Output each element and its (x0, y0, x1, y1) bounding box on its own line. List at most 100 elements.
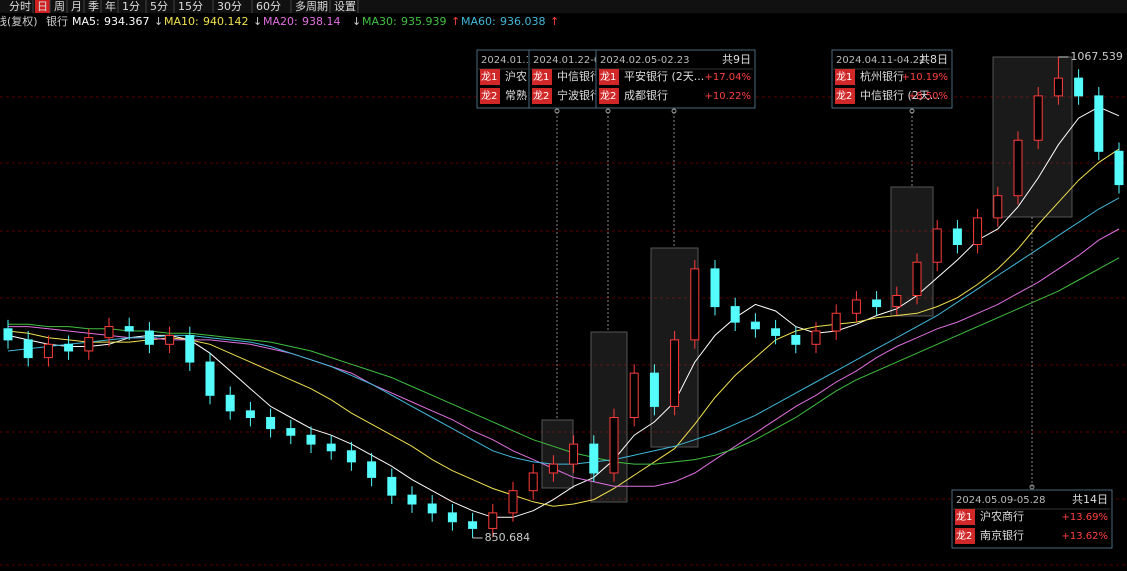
ma-value: 938.14 (302, 15, 341, 28)
candle-body (3, 328, 13, 341)
rank: 龙1 (533, 70, 549, 83)
candle-body (225, 394, 235, 412)
stock-name: 中信银行 (2天... (860, 88, 940, 102)
connector-dot (605, 108, 611, 114)
candle-body (407, 494, 417, 505)
candle-body (528, 472, 538, 492)
candle-body (306, 434, 316, 445)
connector-dot (671, 108, 677, 114)
toolbar-button[interactable]: 设置 (334, 0, 356, 13)
chart-title: 线(复权) (0, 14, 38, 28)
rank: 龙1 (836, 70, 852, 83)
toolbar-active (35, 0, 50, 13)
candle-body (811, 330, 821, 345)
toolbar-button[interactable]: 15分 (178, 0, 203, 13)
ma-label: MA10: (164, 15, 199, 28)
ma-label: MA20: (263, 15, 298, 28)
candle-body (750, 321, 760, 330)
zone (541, 419, 574, 489)
candle-body (670, 339, 680, 407)
candle-body (1013, 139, 1023, 197)
candle-body (286, 428, 296, 436)
highlight-zones (541, 56, 1073, 503)
toolbar-button[interactable]: 日 (37, 0, 48, 13)
change: +10.22% (704, 91, 751, 102)
rank-badge (599, 69, 619, 85)
rank: 龙2 (533, 89, 549, 102)
candle-body (649, 372, 659, 407)
candle-body (569, 443, 579, 465)
toolbar-button[interactable]: 1分 (122, 0, 140, 13)
candle-body (104, 326, 114, 339)
stock-name: 成都银行 (624, 88, 668, 102)
toolbar-button[interactable]: 多周期 (295, 0, 328, 13)
candle-body (791, 334, 801, 345)
candle-body (851, 299, 861, 314)
ma-trend: ↑ (451, 15, 460, 28)
change: +10.19% (901, 72, 948, 83)
candle-body (548, 463, 558, 474)
candle-body (1094, 95, 1104, 152)
ma-value: 934.367 (104, 15, 150, 28)
candle-body (1033, 95, 1043, 141)
rank-badge (532, 69, 552, 85)
candle-body (185, 334, 195, 363)
stock-name: 杭州银行 (860, 69, 904, 83)
rank: 龙2 (956, 529, 972, 542)
candle-body (144, 330, 154, 345)
rank-badge (480, 69, 500, 85)
candle-body (993, 195, 1003, 219)
candle-body (1074, 77, 1084, 97)
candle-body (124, 326, 134, 332)
change: +13.69% (1061, 512, 1108, 523)
grid (0, 96, 1127, 566)
annotation-box (951, 489, 1113, 549)
toolbar-button[interactable]: 5分 (150, 0, 168, 13)
candle-body (245, 410, 255, 419)
stock-name: 平安银行 (2天... (624, 69, 704, 83)
candle-body (952, 228, 962, 245)
toolbar-button[interactable]: 60分 (256, 0, 281, 13)
candle-body (690, 268, 700, 341)
change: +8.50% (908, 91, 948, 102)
rank: 龙1 (956, 510, 972, 523)
change: +17.04% (704, 72, 751, 83)
candle-body (84, 337, 94, 352)
rank-badge (480, 88, 500, 104)
toolbar-button[interactable]: 季 (88, 0, 99, 13)
annotation-days: 共14日 (1072, 493, 1108, 506)
toolbar-button[interactable]: 分时 (9, 0, 31, 13)
candle-body (387, 476, 397, 496)
candle-body (1114, 150, 1124, 186)
stock-name: 常熟 (505, 88, 527, 102)
candle-body (609, 417, 619, 474)
candle-body (872, 299, 882, 308)
connector-dot (1029, 484, 1035, 490)
connector-dot (909, 108, 915, 114)
rank: 龙1 (600, 70, 616, 83)
annotation-date: 2024.01.1 (481, 55, 532, 66)
chart-subtitle: 银行 (46, 14, 68, 28)
candle-body (488, 512, 498, 529)
toolbar-button[interactable]: 年 (105, 0, 116, 13)
annotation-date: 2024.01.22-0 (533, 55, 600, 66)
rank: 龙1 (481, 70, 497, 83)
candle-body (427, 503, 437, 514)
candle-body (468, 521, 478, 529)
stock-name: 沪农 (505, 69, 527, 83)
candle-body (346, 450, 356, 463)
toolbar-button[interactable]: 30分 (217, 0, 242, 13)
min-label: 850.684 (485, 531, 530, 544)
candle-body (831, 312, 841, 332)
toolbar-button[interactable]: 周 (54, 0, 65, 13)
toolbar-button[interactable]: 月 (71, 0, 82, 13)
rank-badge (835, 69, 855, 85)
connector-dot (554, 108, 560, 114)
max-label: 1067.539 (1070, 50, 1123, 63)
candle-body (1053, 77, 1063, 97)
candle-body (508, 490, 518, 514)
stock-name: 中信银行 (557, 69, 601, 83)
